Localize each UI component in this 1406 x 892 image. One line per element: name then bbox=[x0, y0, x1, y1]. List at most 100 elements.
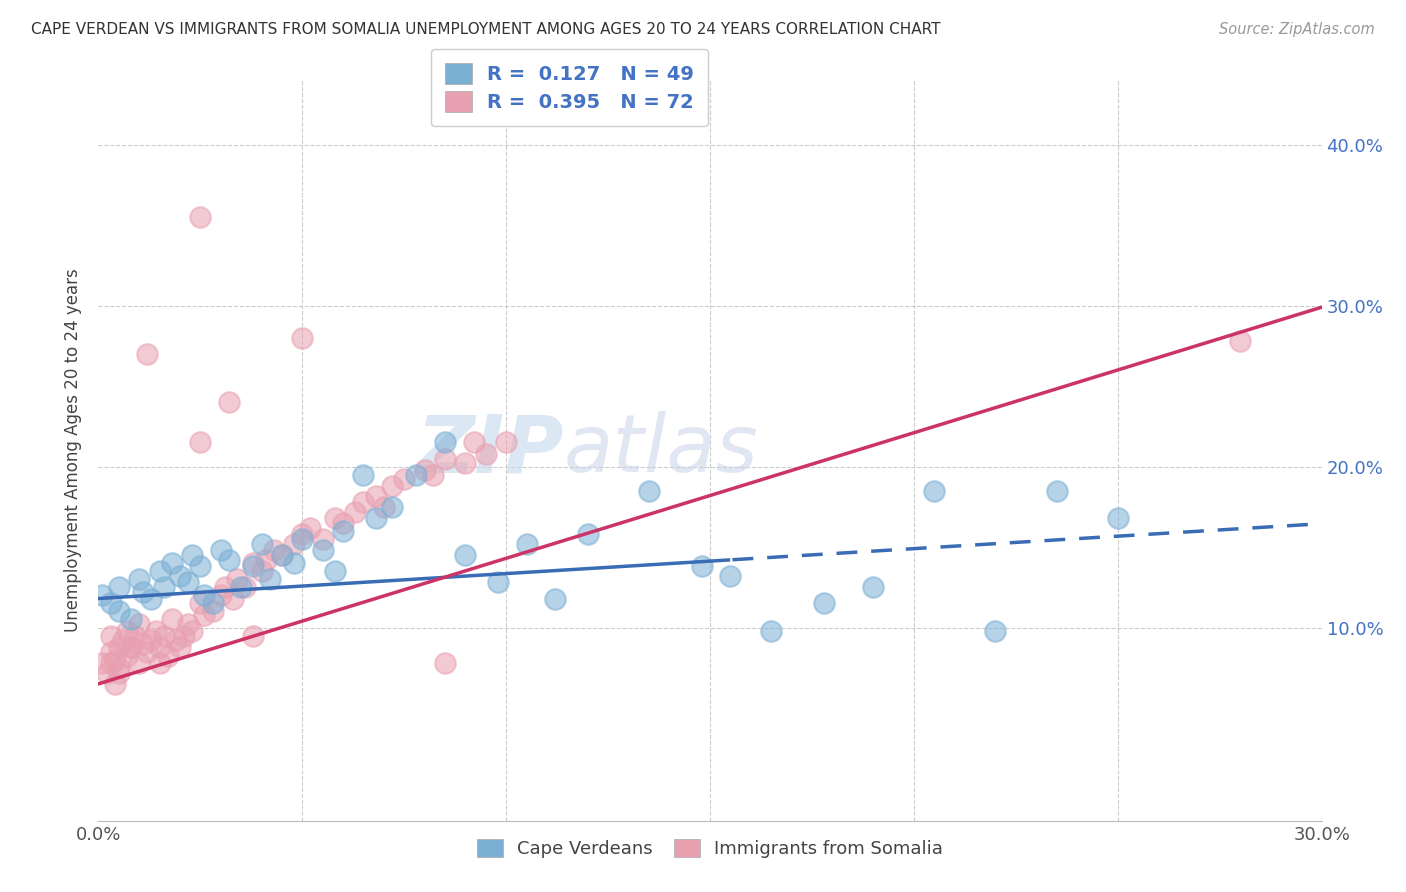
Point bbox=[169, 569, 191, 583]
Point bbox=[188, 210, 212, 224]
Point bbox=[422, 467, 444, 482]
Point bbox=[718, 569, 742, 583]
Point bbox=[108, 661, 131, 675]
Point bbox=[761, 624, 783, 638]
Point bbox=[291, 532, 314, 546]
Point bbox=[108, 580, 131, 594]
Point bbox=[108, 604, 131, 618]
Point bbox=[463, 435, 485, 450]
Point bbox=[495, 435, 517, 450]
Point bbox=[152, 628, 174, 642]
Point bbox=[381, 479, 404, 493]
Point bbox=[193, 588, 215, 602]
Point bbox=[352, 495, 374, 509]
Point bbox=[108, 665, 131, 680]
Point bbox=[474, 447, 498, 461]
Point bbox=[128, 656, 150, 670]
Point bbox=[454, 548, 477, 562]
Point bbox=[132, 585, 155, 599]
Point bbox=[263, 543, 285, 558]
Point bbox=[165, 633, 187, 648]
Point bbox=[193, 607, 215, 622]
Point bbox=[115, 649, 138, 664]
Point bbox=[576, 527, 599, 541]
Text: atlas: atlas bbox=[564, 411, 758, 490]
Point bbox=[188, 559, 212, 574]
Point bbox=[242, 628, 264, 642]
Point bbox=[231, 580, 253, 594]
Point bbox=[862, 580, 884, 594]
Point bbox=[218, 395, 240, 409]
Point bbox=[250, 564, 273, 578]
Text: Source: ZipAtlas.com: Source: ZipAtlas.com bbox=[1219, 22, 1375, 37]
Point bbox=[115, 624, 138, 638]
Point bbox=[250, 537, 273, 551]
Point bbox=[434, 656, 457, 670]
Point bbox=[323, 564, 346, 578]
Point bbox=[323, 511, 346, 525]
Point bbox=[156, 649, 179, 664]
Point bbox=[100, 628, 122, 642]
Point bbox=[145, 624, 167, 638]
Point bbox=[242, 556, 264, 570]
Point bbox=[152, 580, 174, 594]
Point bbox=[259, 572, 281, 586]
Point bbox=[454, 456, 477, 470]
Point bbox=[100, 656, 122, 670]
Point bbox=[352, 467, 374, 482]
Point bbox=[100, 645, 122, 659]
Point bbox=[136, 645, 159, 659]
Point bbox=[124, 628, 146, 642]
Point bbox=[364, 489, 387, 503]
Point bbox=[332, 516, 354, 530]
Point bbox=[173, 628, 195, 642]
Point bbox=[283, 537, 305, 551]
Point bbox=[149, 564, 172, 578]
Point bbox=[486, 575, 509, 590]
Point bbox=[177, 617, 200, 632]
Point bbox=[242, 559, 264, 574]
Point bbox=[434, 451, 457, 466]
Point bbox=[413, 463, 436, 477]
Point bbox=[312, 532, 335, 546]
Point bbox=[922, 483, 945, 498]
Point bbox=[104, 653, 127, 667]
Point bbox=[160, 556, 183, 570]
Point bbox=[270, 548, 294, 562]
Y-axis label: Unemployment Among Ages 20 to 24 years: Unemployment Among Ages 20 to 24 years bbox=[65, 268, 83, 632]
Point bbox=[283, 556, 305, 570]
Point bbox=[226, 572, 249, 586]
Point bbox=[181, 624, 204, 638]
Point bbox=[1107, 511, 1129, 525]
Point bbox=[169, 640, 191, 654]
Point bbox=[214, 580, 236, 594]
Point bbox=[434, 435, 457, 450]
Point bbox=[544, 591, 567, 606]
Point bbox=[132, 637, 155, 651]
Text: ZIP: ZIP bbox=[416, 411, 564, 490]
Point bbox=[141, 633, 163, 648]
Point bbox=[233, 580, 256, 594]
Point bbox=[405, 467, 427, 482]
Point bbox=[201, 596, 224, 610]
Point bbox=[120, 640, 142, 654]
Point bbox=[104, 677, 127, 691]
Point bbox=[96, 665, 118, 680]
Point bbox=[136, 347, 159, 361]
Point bbox=[392, 472, 416, 486]
Point bbox=[111, 633, 134, 648]
Point bbox=[690, 559, 713, 574]
Point bbox=[209, 543, 232, 558]
Point bbox=[254, 553, 277, 567]
Point bbox=[222, 591, 245, 606]
Point bbox=[984, 624, 1007, 638]
Point bbox=[100, 596, 122, 610]
Point bbox=[201, 604, 224, 618]
Point bbox=[181, 548, 204, 562]
Point bbox=[128, 617, 150, 632]
Point bbox=[91, 656, 114, 670]
Point bbox=[1229, 334, 1251, 348]
Point bbox=[91, 588, 114, 602]
Point bbox=[120, 640, 142, 654]
Point bbox=[291, 527, 314, 541]
